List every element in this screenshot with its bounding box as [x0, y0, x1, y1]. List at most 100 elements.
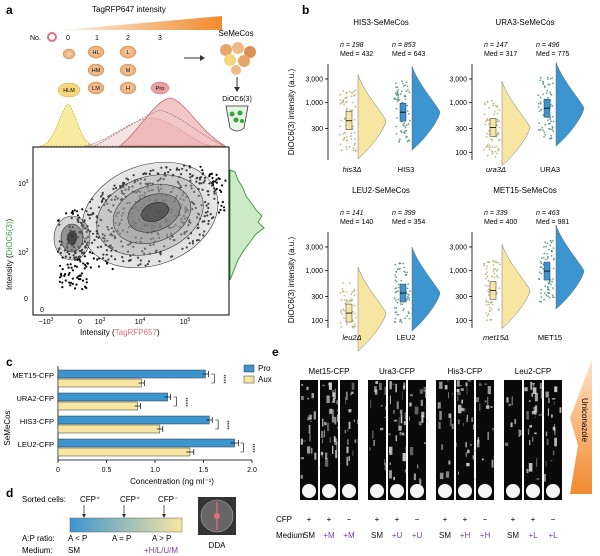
plate-growth [314, 452, 317, 460]
violin-dot [538, 278, 541, 280]
c-x-tick-label: 0.5 [102, 467, 112, 474]
scatter-dot [88, 251, 91, 254]
plate-growth [357, 419, 359, 425]
plate-growth [425, 405, 428, 409]
scatter-dot [74, 287, 77, 290]
violin-dot [493, 268, 495, 271]
y-tick-label: 100 [455, 150, 467, 157]
violin-dot [352, 90, 355, 93]
scatter-dot [76, 219, 79, 222]
violin-dot [396, 86, 399, 89]
violin-dot [547, 122, 550, 125]
violin-dot [349, 135, 352, 138]
gradient-label: TagRFP647 intensity [92, 5, 166, 14]
right-label: MET15 [538, 333, 562, 342]
plate-growth [528, 463, 533, 472]
plate-growth [458, 471, 459, 475]
panel-a-letter: a [6, 3, 13, 17]
sig-stars: **** [181, 397, 187, 407]
violin-dot [343, 103, 345, 106]
scatter-dot [69, 256, 72, 259]
violin-dot [491, 145, 494, 148]
cfp-sign: − [347, 515, 352, 524]
violin-dot [339, 98, 342, 101]
violin-dot [407, 88, 409, 91]
scatter-dot [72, 254, 75, 257]
plate-growth [485, 405, 490, 409]
plate-growth [518, 429, 521, 437]
violin-dot [486, 315, 489, 317]
violin-dot [548, 248, 550, 251]
violin-dot [397, 298, 399, 301]
plate-growth [389, 470, 392, 479]
violin-dot [498, 126, 501, 129]
violin-dot [551, 104, 554, 107]
violin-dot [487, 279, 490, 282]
violin-dot [540, 266, 543, 268]
scatter-dot [215, 187, 218, 190]
right-label: LEU2 [397, 333, 416, 342]
violin-dot [497, 261, 499, 264]
violin-dot [404, 271, 406, 274]
violin-dot [347, 301, 350, 304]
plate-growth [328, 382, 332, 390]
violin-dot [545, 92, 548, 94]
plate-growth [545, 460, 547, 467]
plate-growth [536, 458, 538, 467]
bar-aux [57, 401, 138, 411]
violin-dot [486, 132, 488, 135]
plate-growth [334, 396, 336, 399]
plate-growth [548, 398, 550, 404]
violin-dot [495, 270, 498, 272]
plate-lane [456, 380, 474, 500]
plate-well [322, 484, 336, 498]
violin-dot [542, 267, 544, 270]
violin-dot [538, 110, 541, 113]
plate-growth [303, 440, 306, 442]
violin-dot [496, 124, 499, 127]
cfp-sign: + [307, 515, 312, 524]
violin-dot [345, 136, 348, 138]
violin-dot [354, 105, 357, 108]
scatter-dot [92, 257, 95, 260]
violin-dot [350, 132, 353, 134]
violin-dot [395, 107, 398, 110]
violin-dot [396, 301, 399, 304]
violin-dot [399, 303, 402, 305]
plate-growth [317, 465, 321, 471]
uniconazole-wedge-fill [570, 360, 592, 494]
plate-group-1: Ura3-CFP + SM + +U − +U [368, 367, 429, 540]
violin-dot [486, 144, 489, 147]
xtick-neg: −103 [39, 317, 54, 326]
violin-dot [339, 93, 342, 96]
plate-group-title: Leu2-CFP [515, 367, 551, 376]
left-label: ura3Δ [486, 165, 506, 174]
plate-growth [553, 424, 555, 432]
plate-growth [460, 388, 464, 391]
plate-growth [439, 381, 443, 389]
plate-growth [325, 452, 328, 460]
panel-b: b HIS3-SeMeCos n = 198 Med = 432 n = 853 Med… [287, 3, 585, 352]
violin-y-label: DiOC6(3) intensity (a.u.) [287, 69, 296, 156]
plate-growth [388, 433, 391, 435]
plate-lane [504, 380, 522, 500]
violin-dot [496, 112, 499, 115]
medium-value: +H [480, 531, 491, 540]
violin-dot [343, 118, 346, 120]
violin-dot [550, 134, 552, 137]
plate-well [342, 484, 356, 498]
xtick-3: 103 [95, 317, 106, 326]
violin-dot [484, 284, 487, 287]
plate-growth [370, 399, 372, 409]
violin-dot [494, 105, 497, 107]
plate-growth [538, 414, 541, 416]
panel-a: a TagRFP647 intensity No. 0 1 2 3 HL HM … [5, 3, 265, 337]
scatter-dot [64, 255, 67, 258]
plate-growth [393, 419, 398, 422]
violin-shape [411, 246, 441, 332]
violin-dot [403, 266, 406, 269]
violin-shape [555, 224, 585, 310]
violin-dot [551, 280, 553, 283]
violin-dot [485, 146, 487, 149]
